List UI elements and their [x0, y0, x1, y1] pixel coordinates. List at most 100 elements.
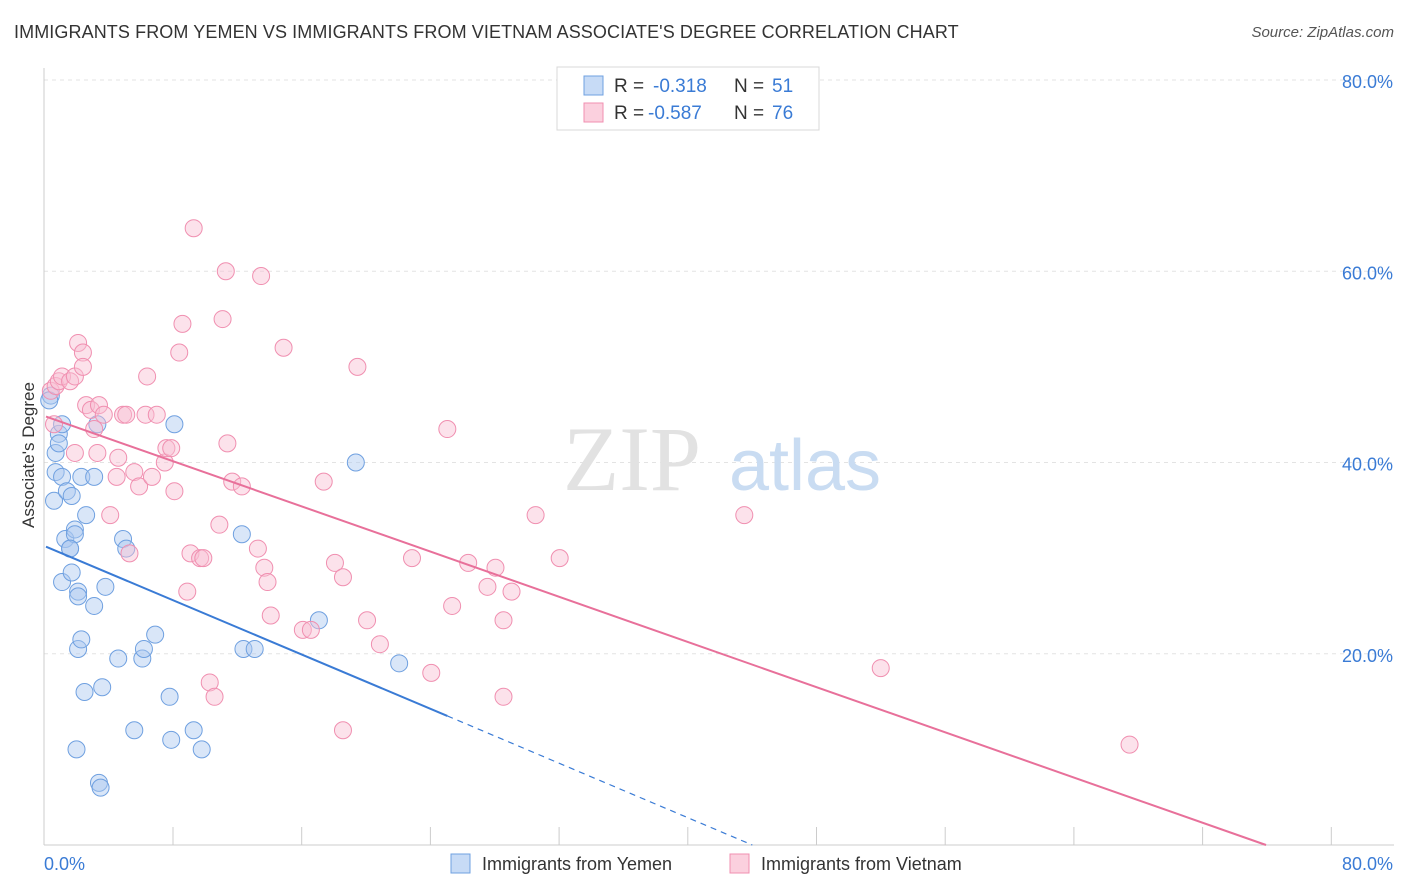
vietnam-point-51 — [255, 558, 274, 577]
vietnam-point-72 — [494, 687, 513, 706]
legend-r-label-2: R = — [614, 103, 644, 124]
yemen-point-43 — [184, 721, 203, 740]
vietnam-point-61 — [348, 357, 367, 376]
vietnam-point-25 — [130, 477, 149, 496]
vietnam-point-11 — [73, 357, 92, 376]
axes — [43, 68, 1394, 846]
vietnam-point-22 — [117, 405, 136, 424]
yemen-point-49 — [346, 453, 365, 472]
vietnam-point-60 — [333, 721, 352, 740]
yemen-point-25 — [77, 506, 96, 525]
vietnam-point-35 — [173, 314, 192, 333]
vietnam-point-3 — [46, 377, 65, 395]
vietnam-point-36 — [178, 582, 197, 601]
watermark: ZIP atlas — [563, 408, 881, 510]
yemen-point-33 — [109, 649, 128, 668]
vietnam-point-34 — [170, 343, 189, 362]
vietnam-point-41 — [200, 673, 219, 692]
vietnam-trend-line — [45, 415, 1267, 846]
vietnam-point-58 — [325, 553, 344, 572]
yemen-trend-extension — [447, 715, 753, 846]
yemen-point-50 — [390, 654, 409, 673]
vietnam-point-50 — [252, 267, 271, 286]
legend-swatch-vietnam — [583, 102, 604, 123]
yemen-point-41 — [162, 730, 181, 749]
vietnam-point-8 — [65, 443, 84, 462]
vietnam-point-77 — [871, 659, 890, 678]
legend-swatch-yemen — [583, 75, 604, 96]
yemen-point-36 — [125, 721, 144, 740]
x-tick-label-max: 80.0% — [1342, 854, 1393, 874]
data-points — [40, 219, 1139, 797]
vietnam-point-16 — [89, 396, 108, 415]
legend-label-vietnam: Immigrants from Vietnam — [761, 854, 962, 874]
vietnam-point-24 — [125, 463, 144, 482]
yemen-point-30 — [91, 778, 110, 797]
vietnam-point-45 — [216, 262, 235, 281]
vietnam-point-12 — [77, 396, 96, 415]
vietnam-point-14 — [85, 420, 104, 439]
legend-swatch-yemen-bottom — [450, 853, 471, 874]
legend-n-value-2: 76 — [772, 103, 793, 124]
yemen-point-23 — [72, 630, 91, 649]
vietnam-point-66 — [438, 420, 457, 439]
vietnam-point-49 — [248, 539, 267, 558]
vietnam-point-44 — [213, 310, 232, 329]
yemen-point-8 — [53, 573, 72, 592]
series-legend: Immigrants from Yemen Immigrants from Vi… — [450, 853, 962, 874]
y-tick-label-1: 20.0% — [1342, 646, 1393, 666]
y-tick-label-2: 40.0% — [1342, 455, 1393, 475]
vietnam-point-33 — [165, 482, 184, 501]
vietnam-point-43 — [210, 515, 229, 534]
vietnam-point-64 — [403, 549, 421, 568]
yemen-trend-line — [45, 545, 448, 717]
vietnam-point-38 — [184, 219, 203, 238]
yemen-point-44 — [192, 740, 211, 759]
vietnam-point-9 — [69, 333, 88, 352]
legend-label-yemen: Immigrants from Yemen — [482, 854, 672, 874]
yemen-point-9 — [53, 467, 72, 486]
yemen-point-3 — [46, 443, 65, 462]
yemen-point-26 — [85, 596, 104, 615]
watermark-atlas: atlas — [729, 426, 881, 506]
yemen-point-45 — [232, 525, 251, 544]
yemen-point-31 — [93, 678, 112, 697]
axis-labels: 20.0% 40.0% 60.0% 80.0% 0.0% 80.0% — [44, 72, 1393, 874]
legend-swatch-vietnam-bottom — [729, 853, 750, 874]
yemen-point-35 — [117, 539, 136, 558]
legend-r-value-1: -0.318 — [653, 76, 707, 97]
watermark-zip: ZIP — [563, 408, 701, 510]
yemen-point-38 — [134, 639, 153, 658]
vietnam-point-75 — [550, 549, 569, 568]
vietnam-point-17 — [94, 405, 113, 424]
correlation-legend: R = -0.318 N = 51 R = -0.587 N = 76 — [556, 66, 820, 131]
legend-r-label-1: R = — [614, 76, 644, 97]
yemen-point-24 — [75, 683, 94, 701]
vietnam-point-28 — [142, 467, 161, 486]
vietnam-point-23 — [120, 544, 139, 563]
yemen-point-14 — [65, 520, 84, 539]
vietnam-point-6 — [61, 372, 80, 391]
yemen-point-10 — [56, 530, 75, 548]
yemen-point-5 — [49, 424, 68, 443]
yemen-point-13 — [62, 563, 81, 582]
yemen-point-32 — [96, 577, 115, 596]
yemen-point-39 — [146, 625, 165, 644]
vietnam-point-20 — [109, 448, 128, 467]
legend-n-value-1: 51 — [772, 76, 793, 97]
vietnam-point-67 — [443, 596, 462, 615]
yemen-point-18 — [67, 740, 86, 759]
yemen-point-37 — [133, 649, 152, 668]
vietnam-point-31 — [157, 439, 176, 458]
source-credit: Source: ZipAtlas.com — [1251, 24, 1394, 41]
vietnam-point-52 — [258, 573, 277, 592]
yemen-point-15 — [65, 525, 84, 544]
vietnam-point-15 — [88, 443, 107, 462]
vietnam-point-78 — [1120, 735, 1139, 754]
vietnam-point-65 — [422, 663, 441, 682]
vietnam-point-63 — [370, 635, 389, 654]
vietnam-point-19 — [107, 467, 126, 486]
vietnam-point-69 — [478, 577, 497, 596]
gridlines — [44, 79, 1394, 655]
